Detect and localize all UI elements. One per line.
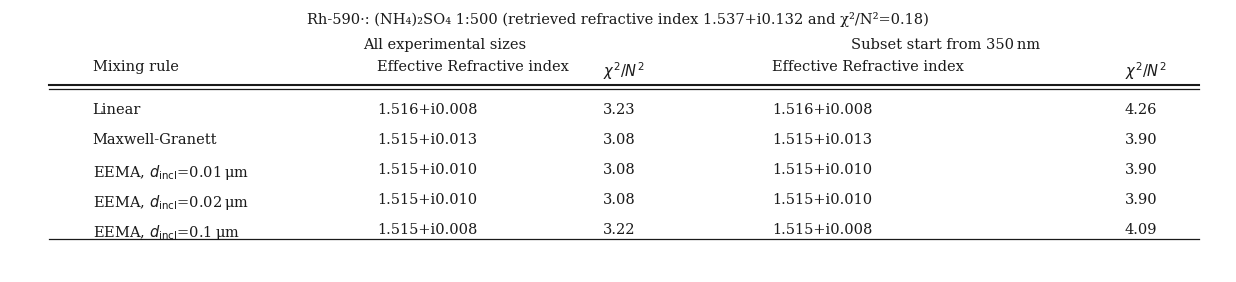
Text: All experimental sizes: All experimental sizes	[363, 38, 527, 52]
Text: 1.515+i0.010: 1.515+i0.010	[772, 193, 873, 207]
Text: 1.516+i0.008: 1.516+i0.008	[377, 103, 477, 117]
Text: 1.515+i0.013: 1.515+i0.013	[772, 133, 873, 147]
Text: 3.90: 3.90	[1125, 133, 1157, 147]
Text: 3.90: 3.90	[1125, 193, 1157, 207]
Text: 1.515+i0.010: 1.515+i0.010	[377, 193, 477, 207]
Text: Maxwell-Granett: Maxwell-Granett	[93, 133, 218, 147]
Text: 3.90: 3.90	[1125, 163, 1157, 177]
Text: 4.09: 4.09	[1125, 223, 1157, 237]
Text: 1.515+i0.008: 1.515+i0.008	[772, 223, 873, 237]
Text: Rh-590·: (NH₄)₂SO₄ 1:500 (retrieved refractive index 1.537+i0.132 and χ²/N²=0.18: Rh-590·: (NH₄)₂SO₄ 1:500 (retrieved refr…	[307, 12, 929, 27]
Text: Subset start from 350 nm: Subset start from 350 nm	[850, 38, 1041, 52]
Text: $\chi^2/N^2$: $\chi^2/N^2$	[603, 60, 645, 82]
Text: EEMA, $d_{\rm incl}$=0.02 μm: EEMA, $d_{\rm incl}$=0.02 μm	[93, 193, 248, 212]
Text: 1.515+i0.013: 1.515+i0.013	[377, 133, 477, 147]
Text: Effective Refractive index: Effective Refractive index	[772, 60, 964, 74]
Text: 3.23: 3.23	[603, 103, 635, 117]
Text: EEMA, $d_{\rm incl}$=0.01 μm: EEMA, $d_{\rm incl}$=0.01 μm	[93, 163, 248, 182]
Text: 3.08: 3.08	[603, 163, 635, 177]
Text: 3.08: 3.08	[603, 193, 635, 207]
Text: 4.26: 4.26	[1125, 103, 1157, 117]
Text: 1.515+i0.008: 1.515+i0.008	[377, 223, 477, 237]
Text: 1.516+i0.008: 1.516+i0.008	[772, 103, 873, 117]
Text: EEMA, $d_{\rm incl}$=0.1 μm: EEMA, $d_{\rm incl}$=0.1 μm	[93, 223, 240, 242]
Text: 3.08: 3.08	[603, 133, 635, 147]
Text: $\chi^2/N^2$: $\chi^2/N^2$	[1125, 60, 1167, 82]
Text: Linear: Linear	[93, 103, 141, 117]
Text: Effective Refractive index: Effective Refractive index	[377, 60, 569, 74]
Text: 3.22: 3.22	[603, 223, 635, 237]
Text: 1.515+i0.010: 1.515+i0.010	[377, 163, 477, 177]
Text: 1.515+i0.010: 1.515+i0.010	[772, 163, 873, 177]
Text: Mixing rule: Mixing rule	[93, 60, 178, 74]
